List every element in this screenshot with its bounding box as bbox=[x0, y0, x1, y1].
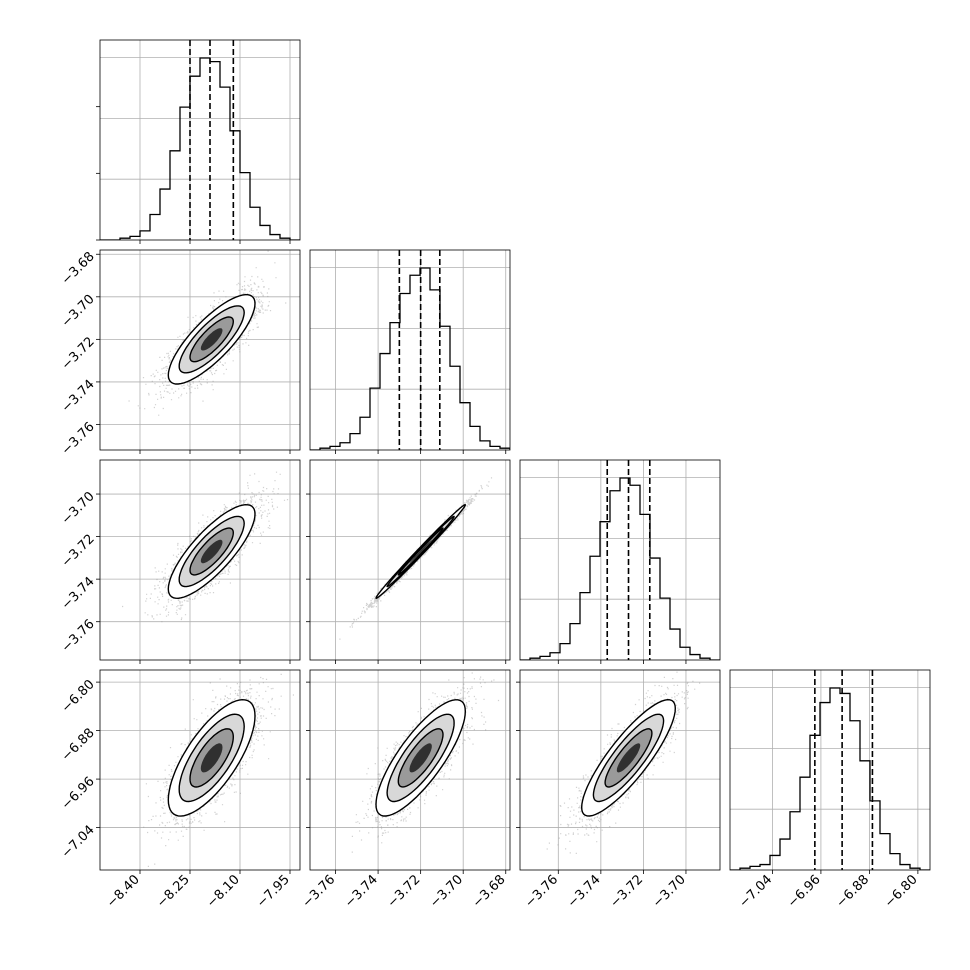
x-tick-label: −3.70 bbox=[427, 872, 466, 911]
y-tick-label: −6.80 bbox=[59, 677, 98, 716]
panel-frame bbox=[309, 249, 511, 451]
panel-frame bbox=[519, 669, 721, 871]
panel-content bbox=[100, 40, 300, 240]
panel-content bbox=[730, 670, 930, 870]
x-tick-label: −6.80 bbox=[882, 872, 921, 911]
y-tick-label: −3.74 bbox=[59, 377, 98, 416]
x-tick-label: −7.04 bbox=[736, 872, 775, 911]
x-tick-label: −3.76 bbox=[300, 872, 339, 911]
y-tick-label: −3.72 bbox=[59, 532, 98, 571]
panel-content bbox=[520, 670, 720, 870]
panel-frame bbox=[99, 39, 301, 241]
x-tick-label: −6.88 bbox=[833, 872, 872, 911]
x-tick-label: −3.72 bbox=[385, 872, 424, 911]
panel-frame bbox=[309, 459, 511, 661]
panel-content bbox=[310, 670, 510, 870]
panel-frame bbox=[519, 459, 721, 661]
y-tick-label: −7.04 bbox=[59, 823, 98, 862]
panel-content bbox=[100, 250, 300, 450]
y-tick-label: −3.68 bbox=[59, 249, 98, 288]
scatter-panel: −3.76−3.74−3.72−3.70 bbox=[516, 669, 721, 911]
scatter-panel bbox=[306, 459, 511, 664]
x-tick-label: −3.74 bbox=[565, 872, 604, 911]
y-tick-label: −6.88 bbox=[59, 726, 98, 765]
x-tick-label: −8.10 bbox=[204, 872, 243, 911]
histogram-panel bbox=[96, 39, 301, 244]
x-tick-label: −6.96 bbox=[785, 872, 824, 911]
histogram-step bbox=[100, 57, 300, 240]
x-tick-label: −3.74 bbox=[342, 872, 381, 911]
y-tick-label: −3.74 bbox=[59, 574, 98, 613]
y-tick-label: −3.72 bbox=[59, 334, 98, 373]
histogram-step bbox=[520, 477, 720, 660]
density-contour bbox=[200, 743, 223, 773]
scatter-panel: −3.76 −3.74 −3.72−3.70 −3.68 bbox=[59, 249, 301, 459]
x-tick-label: −3.76 bbox=[522, 872, 561, 911]
density-contour bbox=[200, 328, 223, 351]
panel-frame bbox=[99, 669, 301, 871]
panel-frame bbox=[729, 669, 931, 871]
y-tick-label: −3.76 bbox=[59, 617, 98, 656]
x-tick-label: −3.68 bbox=[470, 872, 509, 911]
x-tick-label: −8.40 bbox=[104, 872, 143, 911]
y-tick-label: −3.70 bbox=[59, 292, 98, 331]
density-contour bbox=[409, 743, 432, 773]
histogram-panel bbox=[519, 459, 721, 664]
scatter-panel: −3.76 −3.74−3.72 −3.70 bbox=[59, 459, 301, 664]
x-tick-label: −7.95 bbox=[254, 872, 293, 911]
panel-content bbox=[100, 460, 300, 660]
panel-content bbox=[100, 670, 300, 870]
panel-frame bbox=[99, 249, 301, 451]
x-tick-label: −3.72 bbox=[607, 872, 646, 911]
y-tick-label: −3.70 bbox=[59, 489, 98, 528]
y-tick-label: −3.76 bbox=[59, 420, 98, 459]
density-contour bbox=[409, 539, 432, 564]
y-tick-label: −6.96 bbox=[59, 774, 98, 813]
x-tick-label: −3.70 bbox=[650, 872, 689, 911]
x-tick-label: −8.25 bbox=[154, 872, 193, 911]
density-contour bbox=[616, 743, 641, 773]
panel-frame bbox=[99, 459, 301, 661]
scatter-panel: −3.76−3.74−3.72−3.70−3.68 bbox=[300, 669, 511, 911]
panel-frame bbox=[309, 669, 511, 871]
panel-content bbox=[310, 460, 510, 660]
panel-content bbox=[520, 460, 720, 660]
histogram-step bbox=[310, 267, 510, 450]
histogram-step bbox=[730, 687, 930, 870]
scatter-panel: −8.40 −8.25 −8.10 −7.95 −7.04 −6.96 −6.88 −6.80 bbox=[59, 669, 301, 911]
panel-content bbox=[310, 250, 510, 450]
histogram-panel: −7.04 −6.96 −6.88 −6.80 bbox=[729, 669, 931, 911]
histogram-panel bbox=[309, 249, 511, 454]
density-contour bbox=[200, 539, 223, 564]
